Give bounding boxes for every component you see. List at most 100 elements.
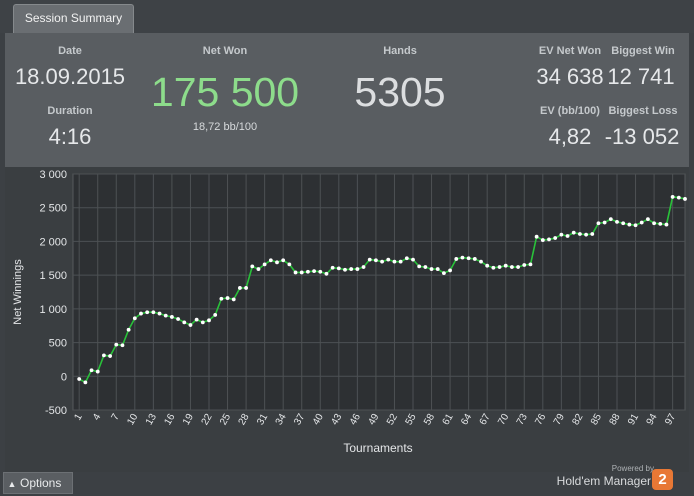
data-point (553, 236, 558, 240)
x-tick-label: 49 (366, 412, 381, 428)
data-point (540, 238, 545, 242)
data-point (200, 320, 205, 325)
x-tick-label: 85 (589, 412, 604, 428)
data-point (670, 195, 675, 199)
data-point (336, 266, 341, 271)
data-point (225, 296, 230, 300)
ev-net-won-value: 34 638 (536, 64, 604, 89)
data-point (108, 354, 112, 358)
data-point (349, 267, 354, 271)
biggest-loss-value: -13 052 (604, 124, 680, 149)
data-point (219, 296, 224, 301)
data-point (510, 265, 514, 269)
x-tick-label: 52 (385, 412, 400, 428)
net-won-value: 175 500 (150, 69, 300, 115)
x-tick-label: 79 (552, 412, 567, 428)
y-tick-label: -500 (45, 405, 67, 417)
data-point (398, 259, 403, 264)
x-tick-label: 58 (422, 412, 437, 428)
data-point (77, 377, 82, 381)
y-tick-label: 2 500 (39, 203, 67, 215)
x-tick-label: 64 (459, 412, 474, 428)
data-point (516, 265, 520, 269)
x-tick-label: 28 (237, 412, 252, 428)
grid-lines (73, 173, 685, 411)
data-point (522, 263, 527, 267)
data-point (633, 223, 638, 228)
hands-value: 5305 (354, 69, 446, 115)
data-point (429, 267, 434, 271)
data-point (176, 317, 180, 321)
data-point (145, 310, 150, 315)
data-point (584, 232, 588, 237)
x-tick-label: 97 (663, 412, 678, 428)
duration-value: 4:16 (48, 124, 92, 149)
y-tick-label: 1 000 (39, 304, 67, 316)
data-point (281, 258, 286, 263)
ev-bb100-value: 4,82 (548, 124, 592, 149)
data-point (318, 269, 323, 274)
data-point (559, 232, 564, 237)
data-point (188, 323, 193, 327)
options-label: Options (20, 476, 62, 490)
x-tick-label: 7 (110, 412, 123, 423)
data-point (615, 219, 619, 224)
x-tick-label: 73 (515, 412, 530, 428)
data-point (312, 269, 316, 273)
data-point (157, 311, 162, 316)
y-axis-title: Net Winnings (12, 259, 24, 325)
x-tick-label: 10 (125, 412, 140, 428)
data-point (608, 217, 613, 222)
y-tick-label: 0 (61, 371, 67, 383)
data-point (163, 313, 168, 318)
data-point (244, 286, 248, 290)
data-point (547, 237, 551, 242)
duration-label: Duration (47, 105, 93, 117)
ev-net-won-label: EV Net Won (538, 45, 602, 57)
data-point (596, 221, 601, 226)
data-point (213, 313, 218, 317)
y-axis-ticks: -500 0 500 1 000 1 500 2 000 2 500 3 000 (39, 169, 67, 417)
data-point (442, 271, 446, 276)
data-point (182, 320, 187, 325)
biggest-win-label: Biggest Win (611, 45, 675, 57)
x-tick-label: 70 (496, 412, 511, 428)
data-point (299, 270, 304, 275)
data-point (417, 264, 422, 269)
powered-by-label: Powered by (611, 464, 654, 473)
data-point (126, 327, 131, 332)
data-point (454, 257, 459, 261)
x-tick-label: 61 (441, 412, 456, 428)
options-button[interactable]: ▲ Options (3, 472, 73, 494)
data-point (571, 230, 576, 235)
data-point (324, 271, 329, 276)
data-point (306, 269, 310, 274)
data-point (578, 232, 582, 236)
x-tick-label: 76 (533, 412, 548, 428)
data-point (652, 221, 656, 226)
data-point (194, 317, 199, 322)
x-tick-label: 91 (626, 412, 641, 428)
data-point (275, 260, 279, 265)
data-point (627, 222, 632, 227)
data-point (102, 353, 106, 358)
x-tick-label: 46 (348, 412, 363, 428)
hands-label: Hands (383, 45, 417, 57)
data-point (621, 221, 626, 226)
tab-bar: Session Summary (0, 0, 694, 33)
brand-name: Hold'em Manager (556, 474, 651, 488)
date-value: 18.09.2015 (14, 64, 126, 89)
data-point (83, 380, 88, 385)
y-tick-label: 3 000 (39, 169, 67, 181)
tab-session-summary[interactable]: Session Summary (13, 4, 134, 33)
x-tick-label: 67 (478, 412, 493, 428)
series-net-winnings (77, 195, 687, 385)
biggest-win-value: 12 741 (607, 64, 675, 89)
data-point (293, 270, 298, 275)
data-point (658, 221, 663, 226)
data-point (380, 259, 384, 264)
data-point (132, 316, 137, 321)
x-tick-label: 34 (274, 412, 289, 428)
summary-panel: Date 18.09.2015 Duration 4:16 Net Won 17… (5, 33, 689, 167)
